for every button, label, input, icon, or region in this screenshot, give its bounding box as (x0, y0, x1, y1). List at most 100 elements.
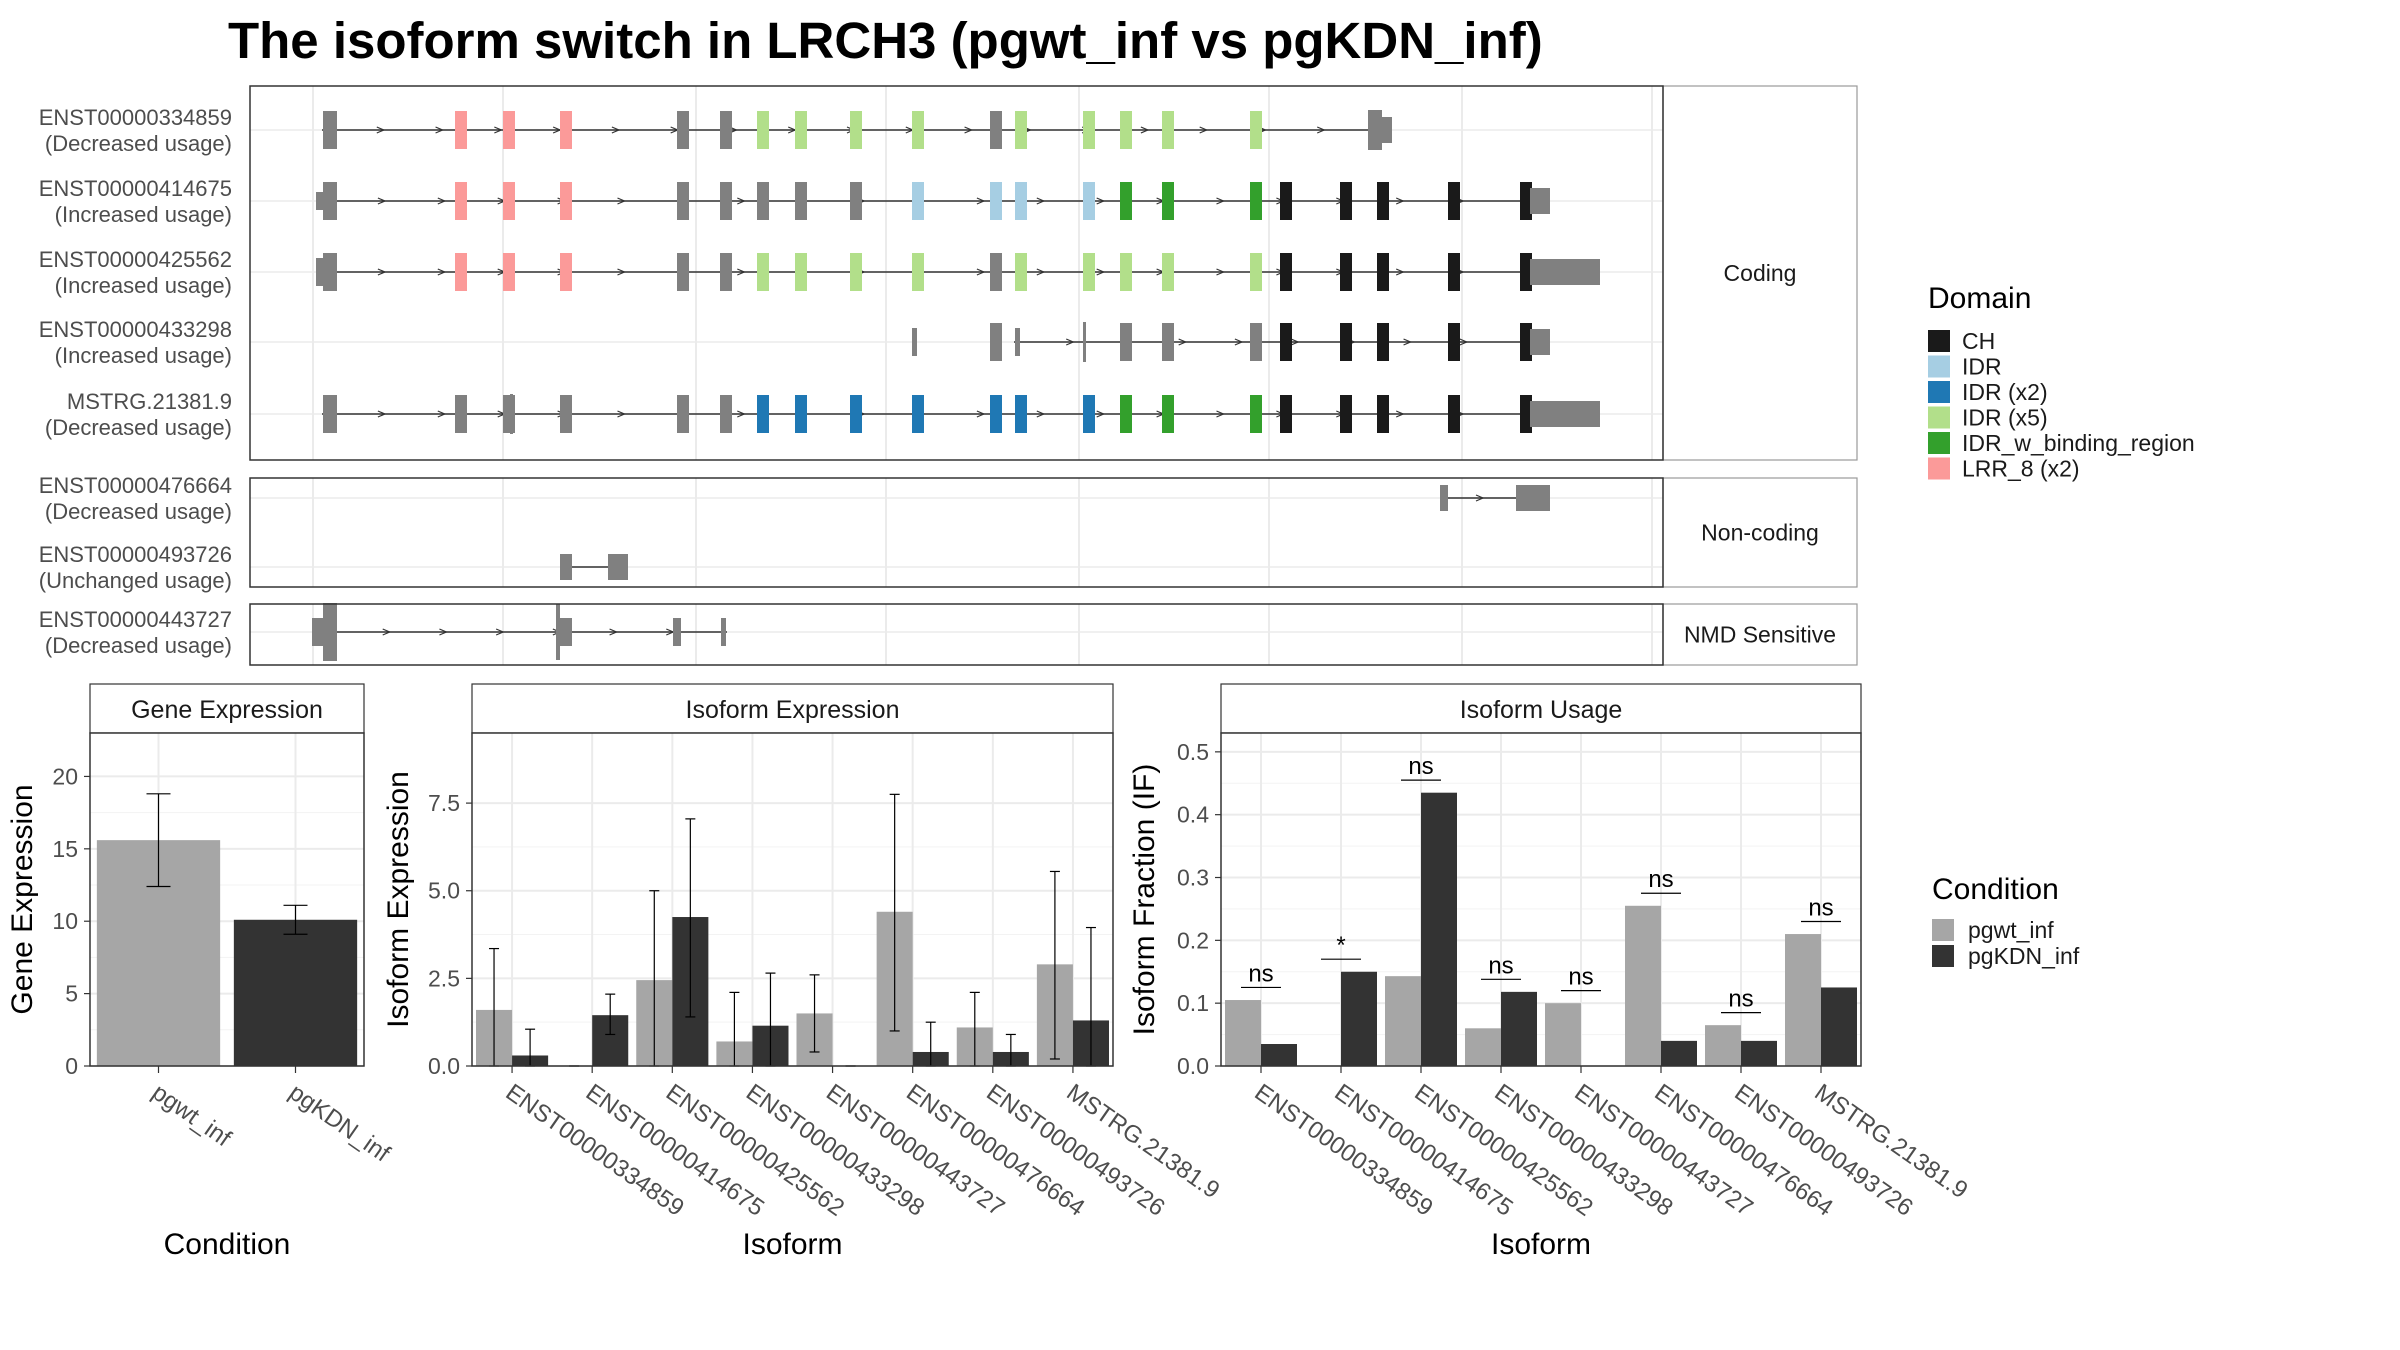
strand-arrow (609, 628, 619, 636)
isoform-track-enst00000425562: ENST00000425562(Increased usage) (39, 247, 1600, 298)
exon-block (1340, 395, 1352, 433)
strand-arrow (1140, 126, 1150, 134)
strand-arrow (437, 410, 447, 418)
x-axis-title: Condition (164, 1228, 291, 1261)
facet-panel-border (249, 603, 1664, 666)
exon-block (323, 111, 337, 149)
legend-key-idr-x2 (1928, 381, 1950, 403)
facet-strip-label: Non-coding (1701, 520, 1819, 546)
bar-pgwt-inf-enst00000493726 (1705, 1025, 1741, 1066)
isoform-label-id: ENST00000414675 (39, 176, 232, 201)
exon-block (1015, 111, 1027, 149)
significance-label: ns (1248, 960, 1273, 987)
exon-block (850, 111, 862, 149)
exon-block (1280, 323, 1292, 361)
legend-key-idr-x5 (1928, 406, 1950, 429)
utr-block (1382, 117, 1392, 143)
error-bar (605, 993, 616, 1036)
isoform-track-enst00000433298: ENST00000433298(Increased usage) (39, 317, 1550, 368)
isoform-label-id: ENST00000433298 (39, 317, 232, 342)
plot-border (89, 732, 365, 1067)
strand-arrow (437, 268, 447, 276)
exon-block (1340, 253, 1352, 291)
strand-arrow (1403, 338, 1413, 346)
y-axis-title: Isoform Fraction (IF) (1128, 764, 1161, 1036)
exon-block (1083, 182, 1095, 220)
exon-block (673, 618, 681, 646)
exon-block (1083, 253, 1095, 291)
y-tick-label: 15 (52, 836, 78, 862)
facet-panel-border (249, 477, 1664, 588)
x-axis-title: Isoform (1491, 1228, 1591, 1261)
panel-title: Isoform Usage (1460, 696, 1623, 724)
exon-block (677, 111, 689, 149)
exon-block (1377, 395, 1389, 433)
exon-block (1250, 111, 1262, 149)
y-tick-label: 2.5 (428, 965, 460, 991)
exon-block (795, 182, 807, 220)
exon-block (1015, 182, 1027, 220)
exon-block (455, 253, 467, 291)
significance-label: ns (1728, 986, 1753, 1013)
facet-panel-border (249, 85, 1664, 461)
y-tick-label: 0.0 (1177, 1053, 1209, 1079)
isoform-label-id: ENST00000425562 (39, 247, 232, 272)
legend-key-lrr-8-x2 (1928, 457, 1950, 480)
plot-border (1220, 732, 1862, 1067)
facet-strip (1662, 85, 1858, 461)
exon-block (1015, 328, 1020, 356)
strand-arrow (1234, 338, 1244, 346)
legend-key-ch (1928, 330, 1950, 352)
exon-block (1120, 182, 1132, 220)
exon-block (1340, 182, 1352, 220)
legend-label-idr: IDR (1962, 354, 2002, 380)
exon-block (850, 395, 862, 433)
bar-pgwt-inf-enst00000334859 (1225, 1000, 1261, 1066)
exon-block (560, 618, 572, 646)
strand-arrow (1096, 410, 1106, 418)
exon-block (757, 182, 769, 220)
significance-label: ns (1488, 952, 1513, 979)
domain-legend-title: Domain (1928, 282, 2031, 315)
exon-block (1280, 253, 1292, 291)
exon-block (1340, 323, 1352, 361)
strand-arrow (382, 628, 392, 636)
exon-block (720, 253, 732, 291)
exon-edge (510, 394, 513, 434)
strand-arrow (1290, 338, 1300, 346)
exon-block (560, 111, 572, 149)
strand-arrow (1459, 338, 1469, 346)
facet-panel-background (250, 604, 1663, 665)
strand-arrow (377, 410, 387, 418)
strand-arrow (1395, 268, 1405, 276)
legend-label-idr-x2: IDR (x2) (1962, 379, 2048, 405)
exon-block (1162, 182, 1174, 220)
exon-block (455, 182, 467, 220)
bar-pgkdn-inf-mstrg-21381-9 (1821, 987, 1857, 1066)
exon-block (1015, 395, 1027, 433)
y-tick-label: 0.3 (1177, 865, 1209, 891)
isoform-label-id: ENST00000493726 (39, 542, 232, 567)
isoform-label-usage: (Increased usage) (55, 202, 232, 227)
error-bar (146, 793, 171, 888)
strand-arrow (435, 126, 445, 134)
legend-key-pgkdn-inf (1932, 945, 1954, 967)
x-tick-label: pgKDN_inf (284, 1079, 395, 1168)
legend-label-lrr-8-x2: LRR_8 (x2) (1962, 456, 2080, 482)
utr-block (1530, 259, 1600, 285)
plot-border (471, 732, 1114, 1067)
bar-pgkdn-inf-enst00000425562 (1421, 792, 1457, 1066)
isoform-label-usage: (Decreased usage) (45, 633, 232, 658)
isoform-track-enst00000334859: ENST00000334859(Decreased usage) (39, 105, 1392, 156)
isoform-usage-panel: Isoform Usage 0.0 0.1 0.2 0.3 0.4 0.5 ns * ns ns ns… (1128, 683, 1973, 1261)
panel-title: Gene Expression (131, 696, 323, 724)
exon-block (1250, 253, 1262, 291)
exon-block (1015, 253, 1027, 291)
exon-block (1448, 253, 1460, 291)
exon-block (560, 253, 572, 291)
panel-strip (89, 683, 365, 734)
exon-block (560, 395, 572, 433)
exon-block (323, 603, 337, 661)
